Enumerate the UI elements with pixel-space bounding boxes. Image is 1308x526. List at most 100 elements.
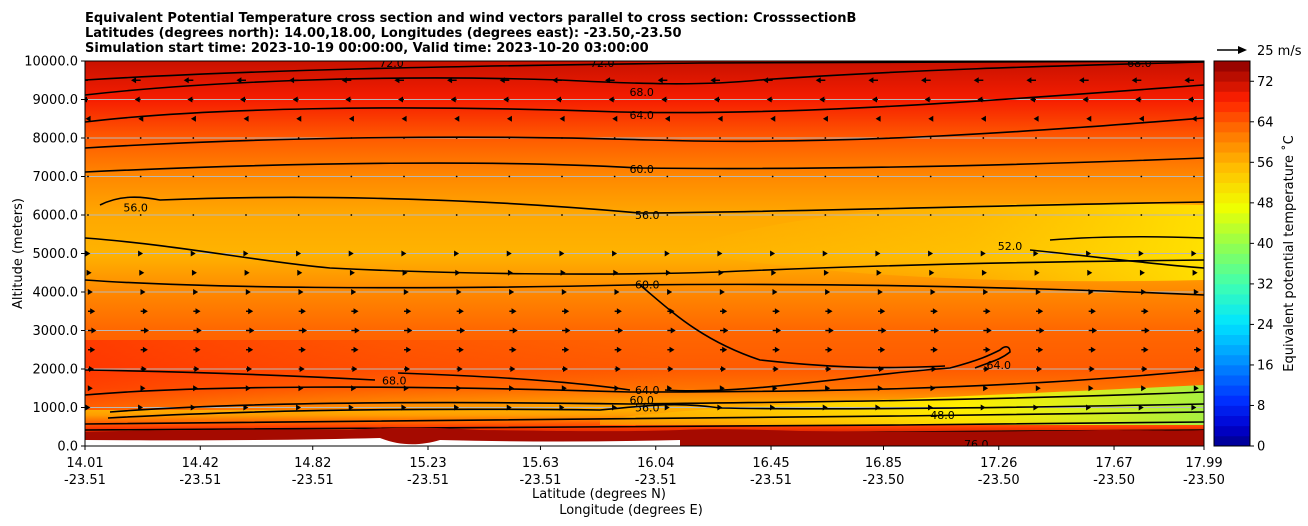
wind-vector-head — [91, 327, 97, 334]
wind-vector-head — [401, 404, 407, 411]
contour-line — [99, 196, 1204, 214]
wind-vector-head — [612, 115, 618, 122]
y-tick-label: 5000.0 — [33, 247, 79, 262]
colorbar-bin — [1214, 81, 1250, 92]
wind-vector-head — [190, 404, 196, 411]
wind-vector-head — [1030, 96, 1035, 103]
wind-vector-head — [928, 404, 934, 411]
contour-line — [85, 157, 1204, 173]
wind-vector-head — [193, 385, 199, 392]
wind-vector — [982, 175, 985, 178]
colorbar-bin — [1214, 111, 1250, 123]
title-line-1: Equivalent Potential Temperature cross s… — [85, 11, 856, 26]
contour-label: 60.0 — [629, 163, 654, 176]
wind-vector-head — [664, 404, 670, 411]
colorbar-bin — [1214, 243, 1250, 254]
wind-vector-head — [879, 366, 884, 372]
wind-vector-head — [717, 250, 723, 257]
wind-vector-head — [349, 269, 355, 276]
wind-vector-head — [351, 385, 357, 392]
wind-vector-head — [296, 250, 302, 257]
wind-vector-head — [245, 289, 251, 295]
wind-vector-head — [1086, 115, 1092, 122]
wind-vector — [297, 137, 300, 139]
wind-vector-head — [353, 346, 359, 353]
wind-vector-head — [605, 77, 611, 84]
colorbar-bin — [1214, 121, 1250, 133]
wind-vector-head — [244, 269, 250, 276]
wind-vector-head — [195, 346, 201, 353]
wind-vector-head — [296, 404, 302, 411]
wind-vector — [245, 175, 247, 178]
wind-vector-head — [352, 366, 358, 372]
wind-vector-head — [618, 327, 624, 334]
wind-vector-head — [243, 250, 249, 257]
colorbar-bin — [1214, 294, 1250, 305]
colorbar-tick-label: 72 — [1257, 75, 1274, 90]
wind-vector — [297, 175, 300, 178]
wind-vector-head — [615, 366, 621, 372]
wind-vector-head — [1034, 269, 1040, 276]
wind-vector — [561, 175, 563, 178]
colorbar-bin — [1214, 304, 1250, 315]
wind-vector-head — [1135, 96, 1141, 103]
wind-vector-head — [770, 250, 776, 257]
wind-vector-head — [248, 308, 254, 315]
colorbar-bin — [1214, 233, 1250, 244]
quiver-key-arrow-head — [1238, 46, 1247, 54]
wind-vector-head — [140, 385, 146, 392]
wind-vector — [1035, 175, 1037, 178]
wind-vector-head — [1086, 250, 1092, 257]
wind-vector-head — [87, 289, 93, 295]
colorbar-tick-label: 48 — [1257, 196, 1274, 211]
wind-vector-head — [90, 308, 96, 315]
wind-vector-head — [1191, 250, 1197, 257]
wind-vector-head — [454, 250, 460, 257]
wind-vector — [929, 175, 932, 178]
wind-vectors — [85, 77, 1203, 411]
wind-vector-head — [614, 289, 620, 295]
wind-vector-head — [1082, 96, 1088, 103]
wind-vector-head — [827, 346, 833, 353]
wind-vector-head — [401, 250, 407, 257]
wind-vector-head — [131, 77, 137, 84]
wind-vector-head — [354, 327, 360, 334]
wind-vector-head — [565, 327, 571, 334]
wind-vector-head — [510, 366, 516, 372]
wind-vector-head — [394, 77, 400, 84]
wind-vector-head — [612, 404, 618, 411]
wind-vector-head — [771, 269, 777, 276]
wind-vector — [719, 137, 721, 139]
colorbar-tick-label: 32 — [1257, 277, 1274, 292]
wind-vector-head — [139, 269, 145, 276]
wind-vector-head — [243, 115, 249, 122]
wind-vector — [1140, 175, 1143, 178]
colorbar-ticks: 0 8 16 24 32 40 48 56 64 72 — [1250, 75, 1274, 455]
wind-vector-head — [986, 327, 992, 334]
wind-vector-head — [773, 366, 779, 372]
wind-vector-head — [930, 385, 936, 392]
colorbar-bin — [1214, 192, 1250, 204]
x-tick-label-lat: 15.63 — [522, 456, 559, 471]
colorbar-bin — [1214, 91, 1250, 102]
wind-vector-head — [669, 346, 675, 353]
wind-vector-head — [85, 250, 91, 257]
wind-vector — [1193, 175, 1195, 178]
wind-vector-head — [245, 385, 251, 392]
wind-vector-head — [193, 289, 199, 295]
x-tick-label-lat: 16.04 — [637, 456, 674, 471]
y-tick-label: 6000.0 — [33, 209, 79, 224]
wind-vector-head — [1184, 77, 1190, 84]
wind-vector-head — [924, 96, 930, 103]
wind-vector-head — [142, 346, 148, 353]
colorbar-bin — [1214, 435, 1250, 447]
wind-vector-head — [564, 346, 570, 353]
contour-label: 68.0 — [382, 375, 407, 388]
wind-vector-head — [880, 346, 886, 353]
wind-vector-head — [613, 269, 619, 276]
x-tick-label-lon: -23.50 — [1093, 473, 1135, 488]
colorbar-bin — [1214, 142, 1250, 153]
x-axis: 14.01 -23.51 14.42 -23.51 14.82 -23.51 15.23 -2… — [64, 446, 1225, 488]
wind-vector-head — [980, 250, 986, 257]
wind-vector-head — [929, 269, 935, 276]
